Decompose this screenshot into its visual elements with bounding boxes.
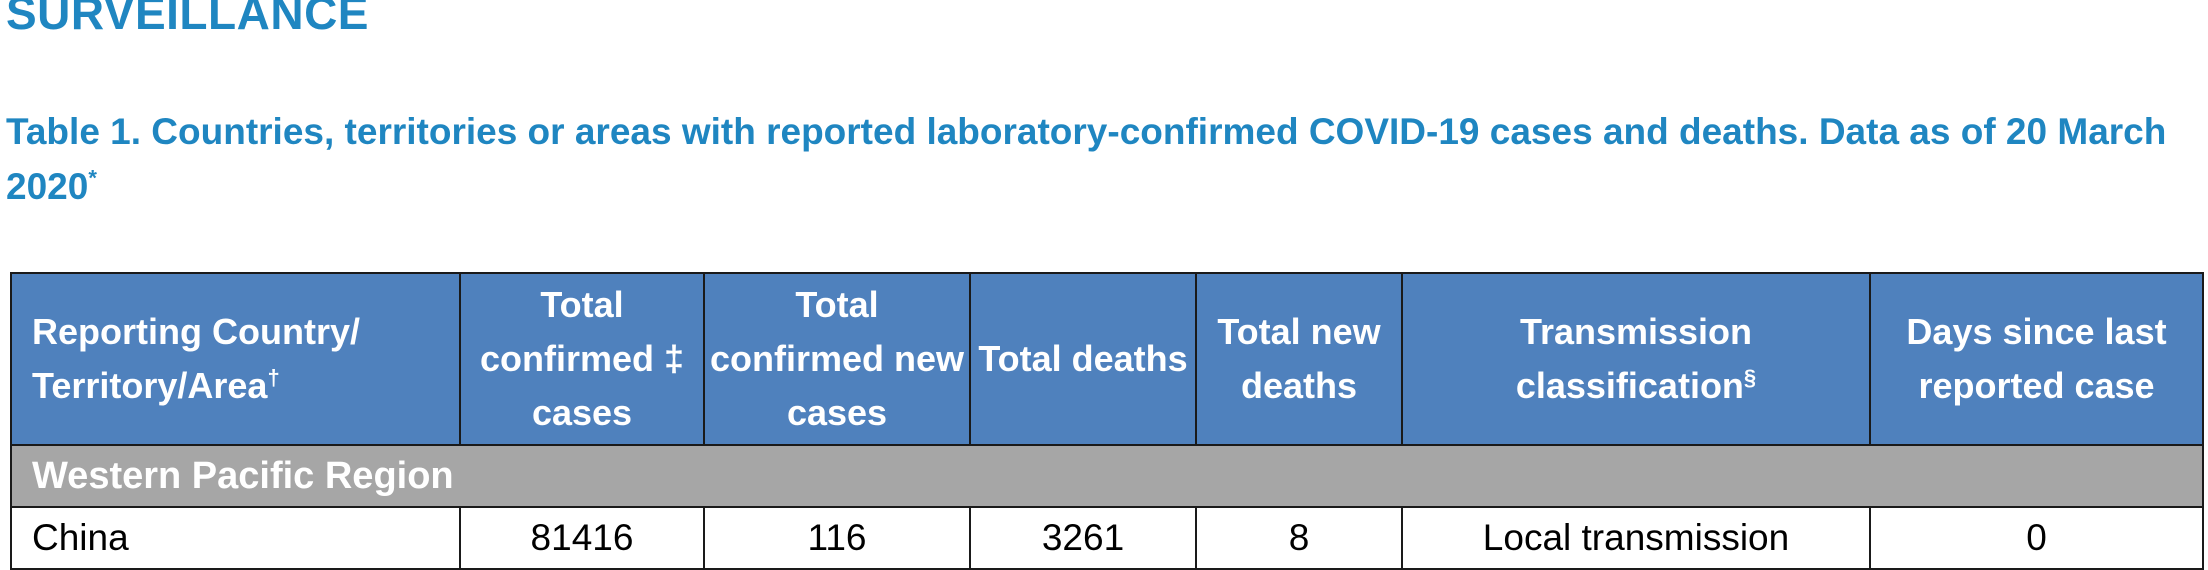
table-caption-text: Table 1. Countries, territories or areas… bbox=[6, 111, 2167, 207]
header-total-confirmed-new-cases: Total confirmed new cases bbox=[703, 272, 971, 446]
cell-total-new-deaths: 8 bbox=[1195, 506, 1403, 570]
header-reporting-country-label: Reporting Country/ Territory/Area bbox=[32, 311, 360, 406]
header-total-confirmed-cases: Total confirmed ‡ cases bbox=[459, 272, 705, 446]
region-row: Western Pacific Region bbox=[10, 444, 2204, 508]
cell-total-confirmed-cases: 81416 bbox=[459, 506, 705, 570]
cell-total-deaths: 3261 bbox=[969, 506, 1197, 570]
header-total-deaths: Total deaths bbox=[969, 272, 1197, 446]
cell-country: China bbox=[10, 506, 461, 570]
table-header-row: Reporting Country/ Territory/Area† Total… bbox=[10, 272, 2204, 446]
table-caption: Table 1. Countries, territories or areas… bbox=[6, 104, 2196, 214]
header-transmission-classification-mark: § bbox=[1743, 365, 1757, 390]
header-transmission-classification: Transmission classification§ bbox=[1401, 272, 1871, 446]
header-transmission-classification-label: Transmission classification bbox=[1515, 311, 1753, 406]
header-reporting-country: Reporting Country/ Territory/Area† bbox=[10, 272, 461, 446]
section-heading: SURVEILLANCE bbox=[6, 0, 369, 39]
cell-days-since-last-case: 0 bbox=[1869, 506, 2204, 570]
caption-footnote-mark: * bbox=[88, 165, 97, 191]
covid-cases-table: Reporting Country/ Territory/Area† Total… bbox=[10, 272, 2204, 570]
cell-total-confirmed-new-cases: 116 bbox=[703, 506, 971, 570]
region-label: Western Pacific Region bbox=[10, 444, 2204, 508]
table-row: China 81416 116 3261 8 Local transmissio… bbox=[10, 506, 2204, 570]
header-total-new-deaths: Total new deaths bbox=[1195, 272, 1403, 446]
header-days-since-last-case: Days since last reported case bbox=[1869, 272, 2204, 446]
cell-transmission-classification: Local transmission bbox=[1401, 506, 1871, 570]
header-reporting-country-mark: † bbox=[267, 365, 280, 390]
